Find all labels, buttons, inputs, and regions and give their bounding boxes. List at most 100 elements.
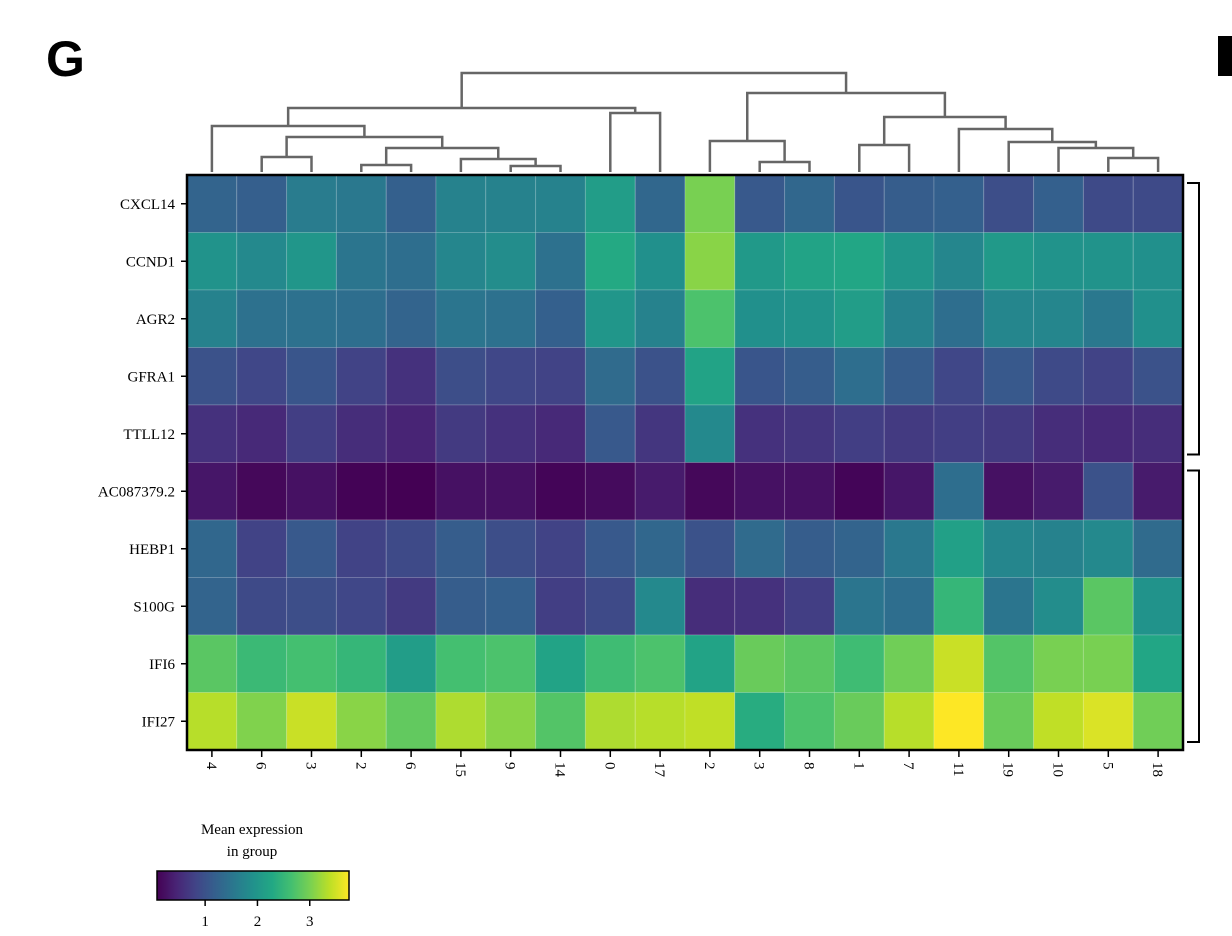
heatmap-cell: [833, 577, 885, 636]
heatmap-cell: [584, 519, 636, 578]
heatmap-cell: [933, 577, 985, 636]
heatmap-cell: [335, 174, 387, 233]
heatmap-cell: [335, 634, 387, 693]
heatmap-cell: [734, 692, 786, 751]
heatmap-cell: [933, 289, 985, 348]
heatmap-cell: [236, 347, 288, 406]
heatmap-cell: [1082, 519, 1134, 578]
heatmap-cell: [784, 462, 835, 521]
heatmap-cell: [883, 404, 935, 463]
heatmap-cell: [784, 232, 835, 291]
column-label: 7: [900, 762, 916, 770]
heatmap-cell: [236, 174, 288, 233]
dendrogram-link: [882, 115, 1007, 145]
dendrogram-link: [708, 139, 786, 172]
heatmap-cell: [236, 634, 288, 693]
heatmap-cell: [584, 462, 636, 521]
heatmap-cell: [634, 462, 686, 521]
heatmap-cell: [385, 289, 437, 348]
heatmap-cell: [634, 577, 686, 636]
heatmap-cell: [734, 347, 786, 406]
heatmap-cell: [833, 462, 885, 521]
colorbar: Mean expression in group 1 2 3: [156, 822, 350, 930]
heatmap-cell: [236, 577, 288, 636]
heatmap-cell: [435, 289, 487, 348]
heatmap-cell: [535, 634, 586, 693]
heatmap-cell: [1033, 519, 1084, 578]
heatmap-cell: [983, 692, 1035, 751]
heatmap-cell: [1082, 289, 1134, 348]
heatmap-cell: [1082, 577, 1134, 636]
heatmap-cell: [634, 634, 686, 693]
heatmap-cell: [435, 347, 487, 406]
heatmap-cell: [335, 519, 387, 578]
heatmap-cell: [385, 634, 437, 693]
heatmap-cell: [186, 577, 238, 636]
heatmap-cell: [435, 404, 487, 463]
column-label: 14: [552, 762, 568, 778]
heatmap-cell: [186, 634, 238, 693]
heatmap-cell: [385, 174, 437, 233]
column-label: 2: [701, 762, 717, 770]
dendrogram-link: [758, 160, 811, 172]
heatmap-cell: [634, 289, 686, 348]
heatmap-cell: [933, 174, 985, 233]
heatmap-cell: [535, 692, 586, 751]
heatmap-cell: [435, 232, 487, 291]
heatmap-cell: [784, 289, 835, 348]
heatmap-cell: [1033, 462, 1084, 521]
heatmap-cell: [684, 232, 736, 291]
row-label: AGR2: [136, 312, 175, 328]
heatmap-cell: [584, 174, 636, 233]
heatmap-cell: [634, 404, 686, 463]
heatmap-cell: [186, 232, 238, 291]
heatmap-cell: [584, 577, 636, 636]
row-group-bracket: [1187, 182, 1200, 456]
heatmap-cell: [385, 692, 437, 751]
colorbar-gradient: [156, 870, 350, 901]
heatmap-cell: [385, 232, 437, 291]
heatmap-cell: [236, 289, 288, 348]
heatmap-cell: [833, 289, 885, 348]
heatmap-cell: [1132, 347, 1184, 406]
heatmap-cell: [1132, 692, 1184, 751]
row-label: GFRA1: [127, 369, 175, 385]
column-label: 5: [1099, 762, 1115, 770]
heatmap-cell: [236, 692, 288, 751]
row-label: HEBP1: [129, 542, 175, 558]
heatmap-cell: [983, 519, 1035, 578]
column-label: 3: [751, 762, 767, 770]
heatmap-cell: [684, 404, 736, 463]
heatmap-cell: [286, 232, 337, 291]
heatmap-cell: [335, 289, 387, 348]
heatmap-cell: [933, 634, 985, 693]
heatmap-cell: [335, 404, 387, 463]
heatmap-cell: [684, 289, 736, 348]
heatmap-cell: [435, 174, 487, 233]
heatmap-cell: [236, 519, 288, 578]
heatmap-cell: [1082, 232, 1134, 291]
column-label: 1: [850, 762, 866, 770]
heatmap-cell: [784, 577, 835, 636]
heatmap-cell: [535, 577, 586, 636]
column-label: 9: [502, 762, 518, 770]
heatmap-cell: [1132, 174, 1184, 233]
colorbar-title-line1: Mean expression: [201, 822, 304, 838]
heatmap-cell: [186, 519, 238, 578]
heatmap-cell: [1082, 692, 1134, 751]
heatmap-cell: [485, 577, 537, 636]
column-label: 17: [651, 762, 667, 778]
next-panel-label-fragment: [1218, 36, 1232, 76]
heatmap-cell: [1033, 404, 1084, 463]
heatmap-cell: [485, 347, 537, 406]
heatmap-cell: [485, 692, 537, 751]
heatmap-cell: [684, 692, 736, 751]
heatmap-cell: [1033, 692, 1084, 751]
dendrogram-link: [460, 71, 848, 108]
heatmap-cell: [535, 289, 586, 348]
row-group-bracket: [1187, 469, 1200, 743]
heatmap-cell: [933, 347, 985, 406]
heatmap-cell: [983, 289, 1035, 348]
heatmap-cell: [584, 692, 636, 751]
